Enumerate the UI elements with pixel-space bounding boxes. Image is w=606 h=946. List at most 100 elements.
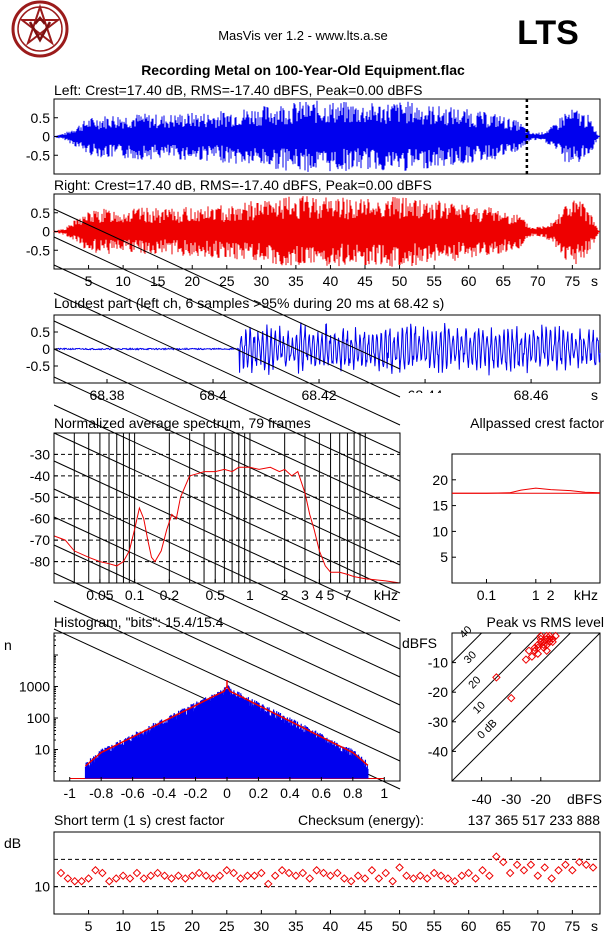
right-channel-xtick-label: 25: [219, 273, 235, 289]
spectrum-slope-line: [53, 236, 401, 398]
left-channel-ytick-label: 0: [42, 129, 50, 145]
allpass-xtick-label: 0.1: [477, 587, 497, 603]
spectrum-slope-line: [53, 516, 401, 678]
loudest-trace: [53, 322, 601, 376]
crest-point: [181, 874, 190, 883]
histogram-xtick-label: -0.4: [152, 785, 176, 801]
crest-ytick-label: 10: [34, 879, 50, 895]
peak-rms-point: [542, 631, 551, 641]
crest-point: [471, 874, 480, 883]
peak-rms-title: Peak vs RMS level: [487, 614, 604, 630]
app-title: MasVis ver 1.2 - www.lts.a.se: [218, 28, 388, 43]
right-channel-xtick-label: 10: [115, 273, 131, 289]
crest-point: [478, 866, 487, 875]
allpass-xtick-label: 1: [532, 587, 540, 603]
crest-point: [360, 874, 370, 883]
spectrum-ytick-label: -40: [30, 468, 50, 484]
crest-point: [111, 874, 121, 883]
crest-xtick-label: 20: [184, 918, 200, 934]
spectrum-xtick-label: 0.5: [205, 587, 225, 603]
peak-rms-diagonal-label: 10: [471, 699, 488, 716]
crest-point: [561, 860, 570, 870]
short-term-crest-plot: 10 5 10 15 20 25 30 35 40 45 50 55 60 65 70 75 s: [34, 831, 601, 934]
histogram-xtick-label: -1: [64, 785, 77, 801]
allpass-frame: [451, 453, 601, 584]
pentagram-goat-logo-icon: [11, 0, 69, 58]
crest-point: [277, 866, 287, 875]
right-channel-xtick-label: 30: [254, 273, 270, 289]
allpass-ytick-label: 10: [432, 523, 448, 539]
right-channel-xtick-label: 15: [150, 273, 166, 289]
peak-rms-x-label: dBFS: [567, 791, 602, 807]
crest-point: [215, 871, 225, 880]
crest-xtick-label: 50: [392, 918, 408, 934]
crest-point: [526, 860, 536, 870]
spectrum-slope-line: [53, 572, 401, 734]
crest-point: [416, 871, 425, 880]
peak-rms-diagonal-label: 30: [462, 649, 479, 666]
loudest-ytick-label: -0.5: [26, 358, 50, 374]
crest-y-label: dB: [4, 835, 21, 851]
crest-point: [105, 876, 114, 886]
crest-point: [132, 868, 142, 878]
crest-point: [298, 868, 308, 878]
crest-point: [139, 874, 149, 883]
spectrum-title: Normalized average spectrum, 79 frames: [54, 415, 311, 431]
crest-point: [519, 866, 529, 875]
loudest-ytick-label: 0.5: [31, 324, 51, 340]
crest-point: [63, 874, 73, 883]
spectrum-trace: [53, 466, 401, 584]
crest-point: [588, 863, 598, 872]
right-channel-xtick-label: 40: [323, 273, 339, 289]
spectrum-slope-line: [53, 404, 401, 566]
crest-point: [533, 871, 543, 880]
right-channel-ytick-label: 0.5: [31, 205, 51, 221]
crest-x-unit: s: [591, 918, 598, 934]
peak-vs-rms-plot: 40 30 20 100 dB -10 -20 -30 -40 -40 -30 -20: [428, 624, 601, 807]
peak-rms-xtick-label: -40: [471, 791, 491, 807]
spectrum-slope-line: [53, 320, 401, 482]
left-channel-ytick-label: -0.5: [26, 147, 50, 163]
right-channel-xtick-label: 55: [426, 273, 442, 289]
crest-xtick-label: 15: [150, 918, 166, 934]
spectrum-mask-left: [0, 393, 54, 623]
crest-point: [70, 876, 79, 886]
right-channel-xtick-label: 45: [357, 273, 373, 289]
brand-logo: LTS: [517, 14, 579, 52]
spectrum-xtick-label: 4: [315, 587, 323, 603]
peak-rms-point: [536, 631, 546, 641]
crest-point: [153, 868, 162, 878]
crest-point: [340, 874, 349, 883]
crest-point: [381, 868, 390, 878]
crest-xtick-label: 60: [461, 918, 477, 934]
peak-rms-ytick-label: -40: [428, 743, 448, 759]
crest-point: [291, 871, 301, 880]
spectrum-slope-line: [53, 544, 401, 706]
crest-point: [125, 874, 135, 883]
spectrum-xtick-label: 0.2: [160, 587, 180, 603]
spectrum-xtick-label: 7: [344, 587, 352, 603]
allpass-ytick-label: 20: [432, 472, 448, 488]
crest-point: [422, 874, 432, 883]
crest-point: [346, 876, 356, 886]
crest-point: [84, 874, 93, 883]
crest-xtick-label: 10: [115, 918, 131, 934]
peak-rms-point: [548, 637, 557, 647]
spectrum-plot: -30-40-50-60-70-800.05 0.1 0.2 0.5 1 2 3 4 5 7 kHz: [0, 208, 451, 790]
crest-point: [201, 871, 211, 880]
crest-xtick-label: 70: [530, 918, 546, 934]
crest-xtick-label: 30: [254, 918, 270, 934]
histogram-ytick-label: 10: [34, 742, 50, 758]
spectrum-slope-line: [53, 292, 401, 454]
crest-point: [498, 857, 508, 867]
peak-rms-xtick-label: -20: [531, 791, 551, 807]
crest-point: [91, 866, 100, 875]
right-channel-ytick-label: -0.5: [26, 242, 50, 258]
crest-point: [395, 863, 404, 872]
peak-rms-point: [539, 640, 549, 650]
crest-frame: [53, 831, 601, 915]
spectrum-slope-line: [53, 460, 401, 622]
allpass-ytick-label: 15: [432, 498, 448, 514]
peak-rms-diagonal-label: 20: [466, 674, 483, 691]
crest-point: [581, 860, 591, 870]
